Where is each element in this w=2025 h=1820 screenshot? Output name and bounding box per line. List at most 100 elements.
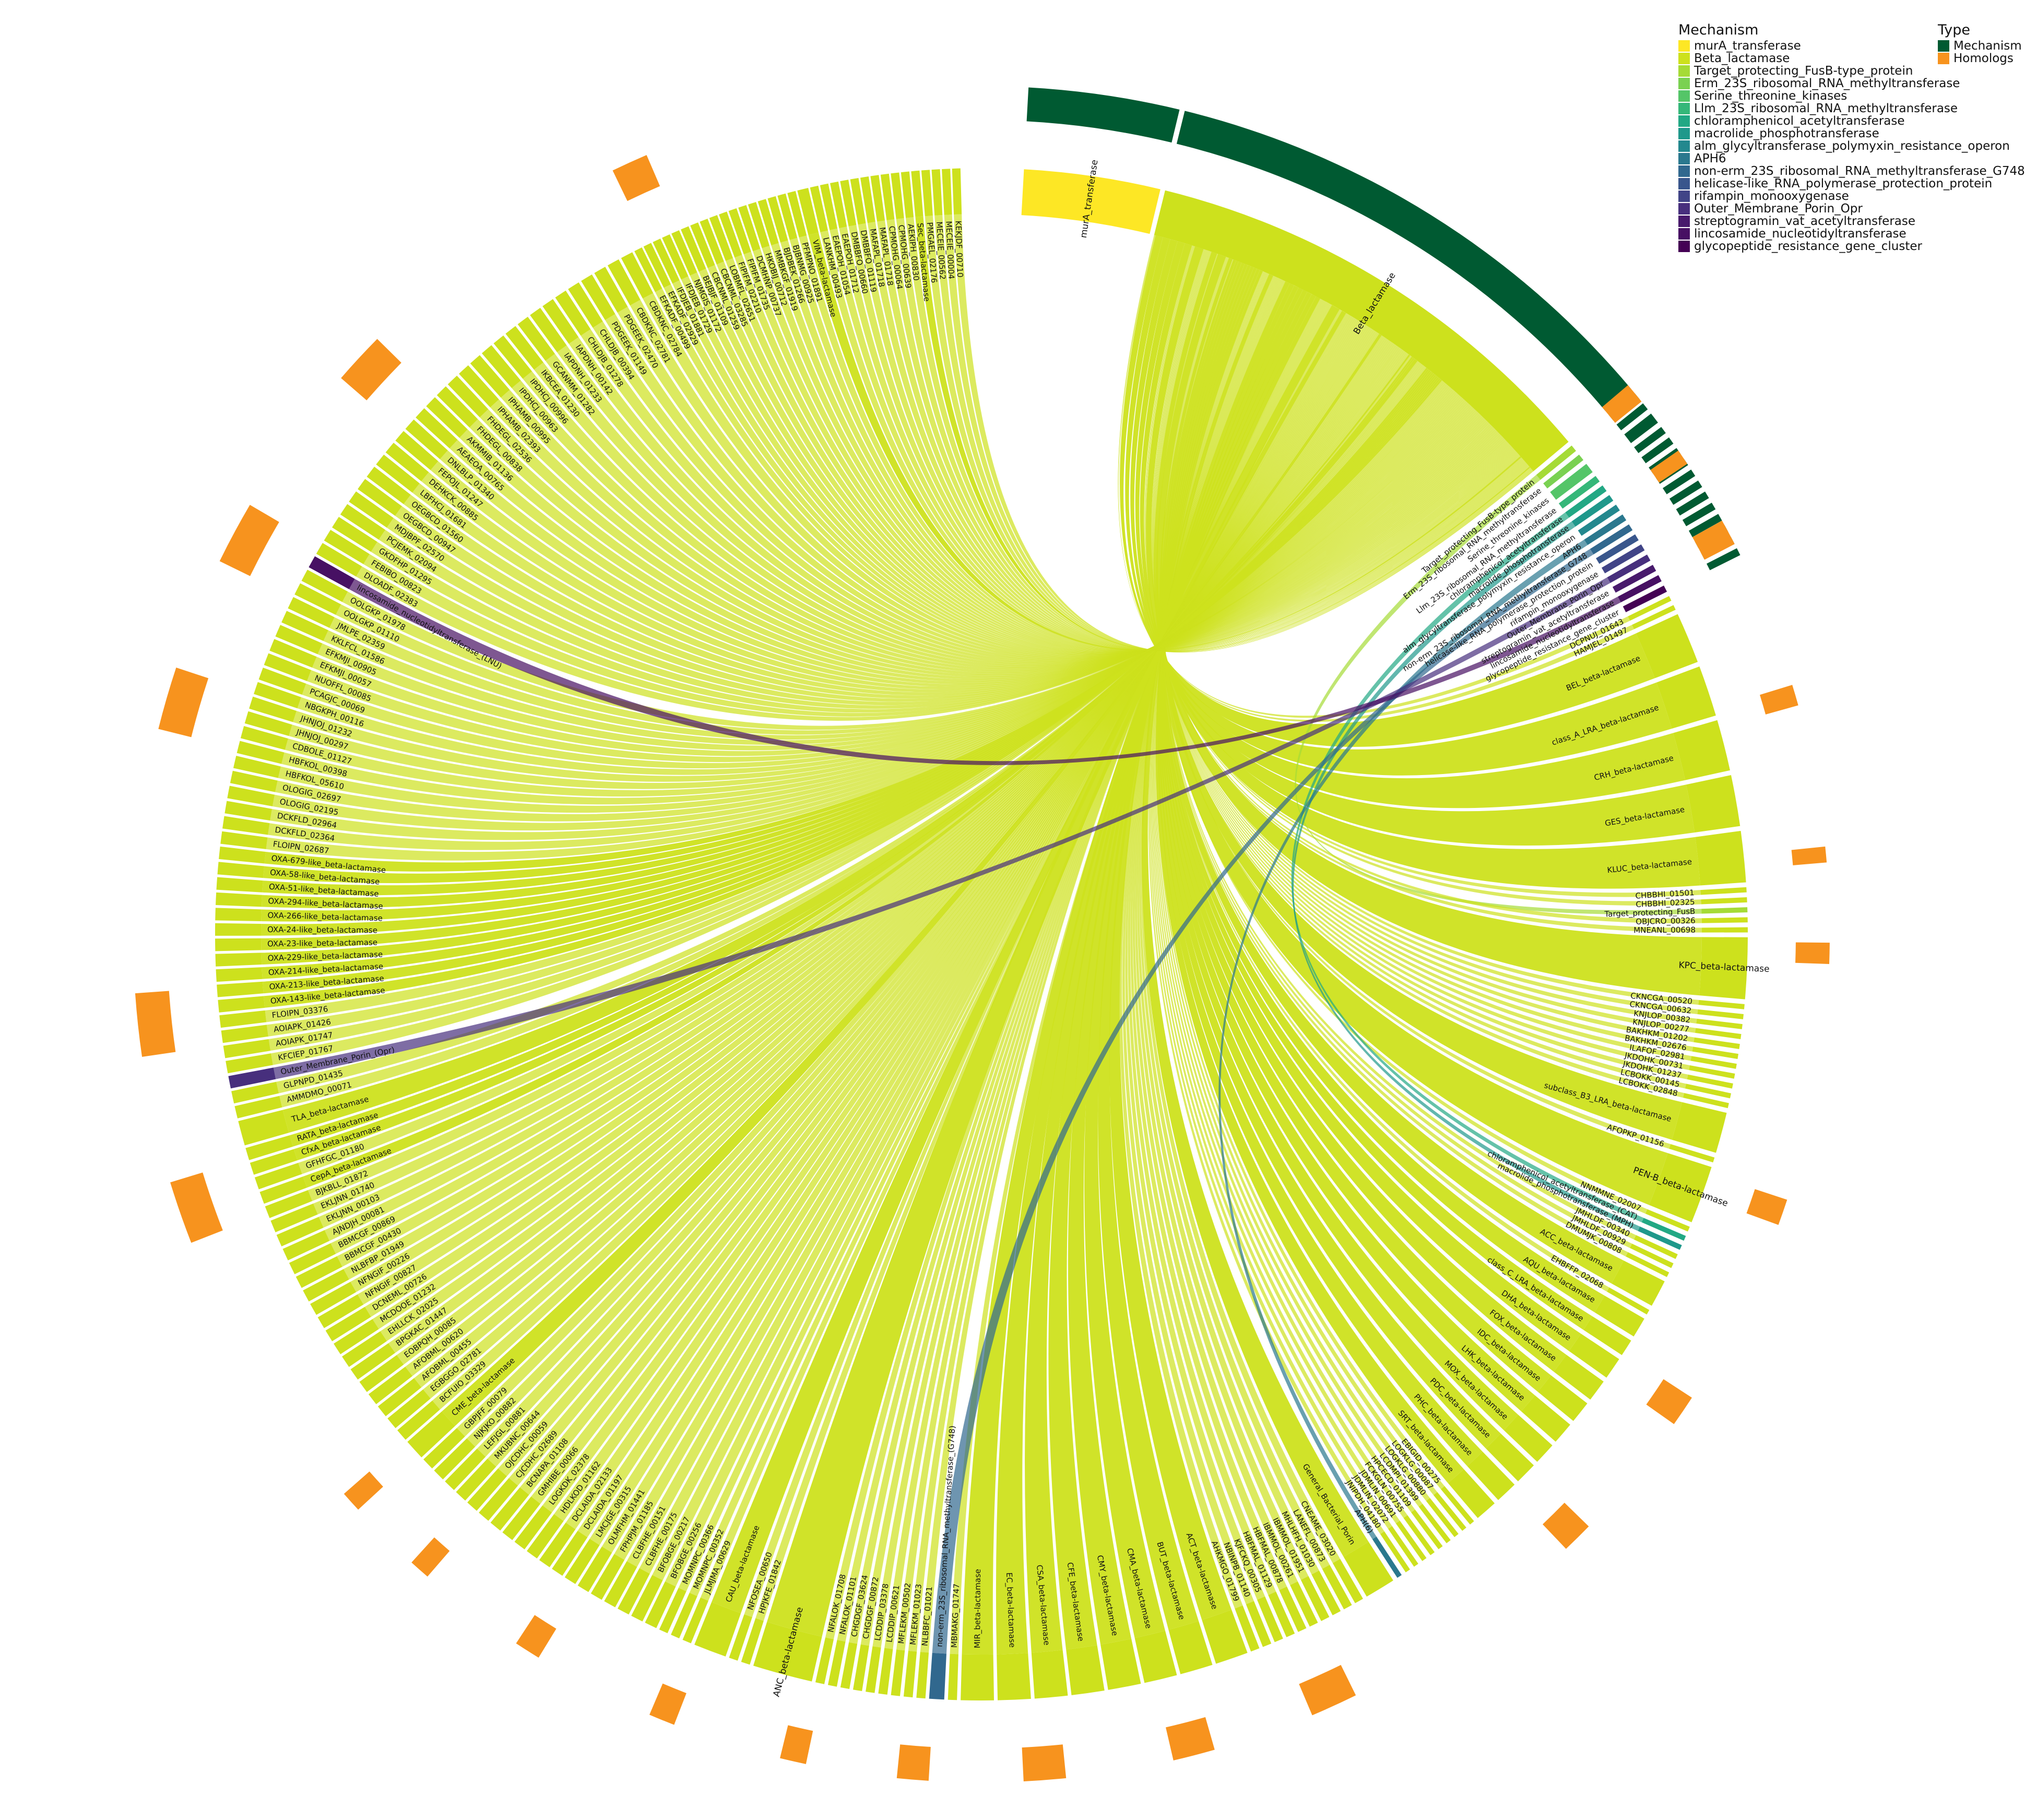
sector-arc <box>694 1602 741 1657</box>
type-arc-mechanism <box>1682 503 1716 527</box>
type-legend-label: Mechanism <box>1953 39 2022 53</box>
sector-arc <box>1554 1354 1604 1400</box>
sector-arc <box>901 171 914 218</box>
sector-arc <box>217 981 264 997</box>
mechanism-legend-item: Erm_23S_ribosomal_RNA_methyltransferase <box>1678 77 2025 90</box>
sector-arc <box>1021 169 1160 234</box>
sector-arc <box>690 222 715 268</box>
sector-arc <box>827 1640 846 1687</box>
mechanism-legend-label: streptogramin_vat_acetyltransferase <box>1694 215 1916 228</box>
sector-arc <box>1669 1144 1715 1163</box>
mechanism-legend-label: glycopeptide_resistance_gene_cluster <box>1694 240 1922 253</box>
sector-arc <box>1268 1591 1295 1637</box>
chord-ribbon <box>1128 279 1282 1595</box>
sector-arc <box>568 282 603 328</box>
type-arc-homolog <box>170 1172 223 1243</box>
sector-arc <box>1699 937 1748 1000</box>
sector-arc <box>434 1438 476 1480</box>
chord-ribbon <box>581 329 1500 662</box>
sector-arc <box>850 178 866 225</box>
mechanism-legend-label: Erm_23S_ribosomal_RNA_methyltransferase <box>1694 77 1960 90</box>
type-arc-mechanism <box>1026 87 1180 143</box>
type-arc-mechanism <box>1662 469 1696 495</box>
chord-ribbons <box>260 214 1702 1655</box>
sector-arc <box>254 682 301 709</box>
chord-ribbon <box>589 320 1361 1545</box>
sector-arc <box>1607 1287 1650 1315</box>
sector-arc <box>1558 475 1600 509</box>
sector-arc <box>325 1306 371 1341</box>
sector-arc <box>1290 1581 1318 1627</box>
sector-arc <box>662 234 689 280</box>
mechanism-legend-label: macrolide_phosphotransferase <box>1694 127 1879 140</box>
sector-arc <box>385 443 429 482</box>
sector-arc <box>249 696 297 722</box>
sector-label: KEKJDF_00710 <box>953 220 965 278</box>
chord-ribbon <box>652 316 1353 1580</box>
chord-ribbon <box>1068 287 1303 1645</box>
chord-ribbon <box>523 371 1494 670</box>
mechanism-legend-item: glycopeptide_resistance_gene_cluster <box>1678 240 2025 253</box>
mechanism-legend-swatch <box>1678 191 1690 202</box>
type-arc-homolog <box>1746 1189 1787 1225</box>
chord-ribbon <box>501 389 1491 673</box>
sector-arc <box>643 243 671 288</box>
mechanism-legend-item: Outer_Membrane_Porin_Opr <box>1678 203 2025 215</box>
sector-arc <box>961 1654 994 1700</box>
sector-arc <box>820 183 838 230</box>
sector-arc <box>878 1648 893 1695</box>
mechanism-legend-item: lincosamide_nucleotidyltransferase <box>1678 228 2025 240</box>
type-legend-item: Homologs <box>1938 52 2022 65</box>
sector-arc <box>223 1039 271 1058</box>
chord-ribbon <box>349 579 1621 765</box>
sector-arc <box>456 1458 496 1501</box>
chord-ribbon <box>605 314 1502 660</box>
sector-arc <box>594 267 628 313</box>
sector-arc <box>1569 1334 1619 1378</box>
sector-arc <box>840 180 857 227</box>
sector-arc <box>233 756 281 778</box>
sector-arc <box>1343 1541 1393 1597</box>
sector-arc <box>216 877 263 893</box>
type-arc-homolog <box>158 667 209 737</box>
mechanism-legend-swatch <box>1678 115 1690 127</box>
mechanism-legend-label: non-erm_23S_ribosomal_RNA_methyltransfer… <box>1694 164 2025 178</box>
sector-arc <box>1565 485 1607 518</box>
type-track <box>135 87 1830 1781</box>
sector-arc <box>787 191 807 237</box>
sector-arc <box>470 355 510 398</box>
sector-arc <box>1332 1559 1363 1603</box>
sector-arc <box>1403 1515 1435 1555</box>
sector-arc <box>1388 1526 1418 1567</box>
sector-arc <box>215 923 262 936</box>
sector-arc <box>1698 1000 1745 1009</box>
sector-arc <box>709 215 733 261</box>
chord-ribbon <box>1048 290 1308 1650</box>
sector-arc <box>1583 1316 1631 1355</box>
sector-arc <box>227 786 275 806</box>
type-arc-mechanism <box>1688 514 1722 538</box>
sector-arc <box>276 1217 324 1247</box>
sector-arc <box>604 1561 637 1608</box>
sector-arc <box>217 862 265 878</box>
mechanism-legend-item: Serine_threonine_kinases <box>1678 90 2025 102</box>
sector-arc <box>645 1581 676 1628</box>
sector-arc <box>1672 1102 1727 1153</box>
sector-arc <box>564 1539 600 1584</box>
chord-ribbon <box>490 399 1490 675</box>
sector-arc <box>377 1378 422 1417</box>
sector-arc <box>1202 1610 1248 1664</box>
sector-arc <box>618 1568 650 1615</box>
sector-arc <box>1372 1537 1402 1578</box>
sector-arc <box>1521 1395 1570 1442</box>
sector-label: OXA-24-like_beta-lactamase <box>267 925 377 935</box>
chord-ribbon <box>1125 237 1672 776</box>
type-arc-homolog <box>896 1744 931 1781</box>
sector-arc <box>269 639 317 668</box>
sector-arc <box>1440 1486 1474 1525</box>
chord-ribbon <box>459 418 1486 682</box>
mechanism-legend-label: rifampin_monooxygenase <box>1694 189 1849 203</box>
sector-arc <box>1300 1576 1330 1621</box>
chord-ribbon <box>767 305 1340 1637</box>
sector-arc <box>240 726 288 750</box>
